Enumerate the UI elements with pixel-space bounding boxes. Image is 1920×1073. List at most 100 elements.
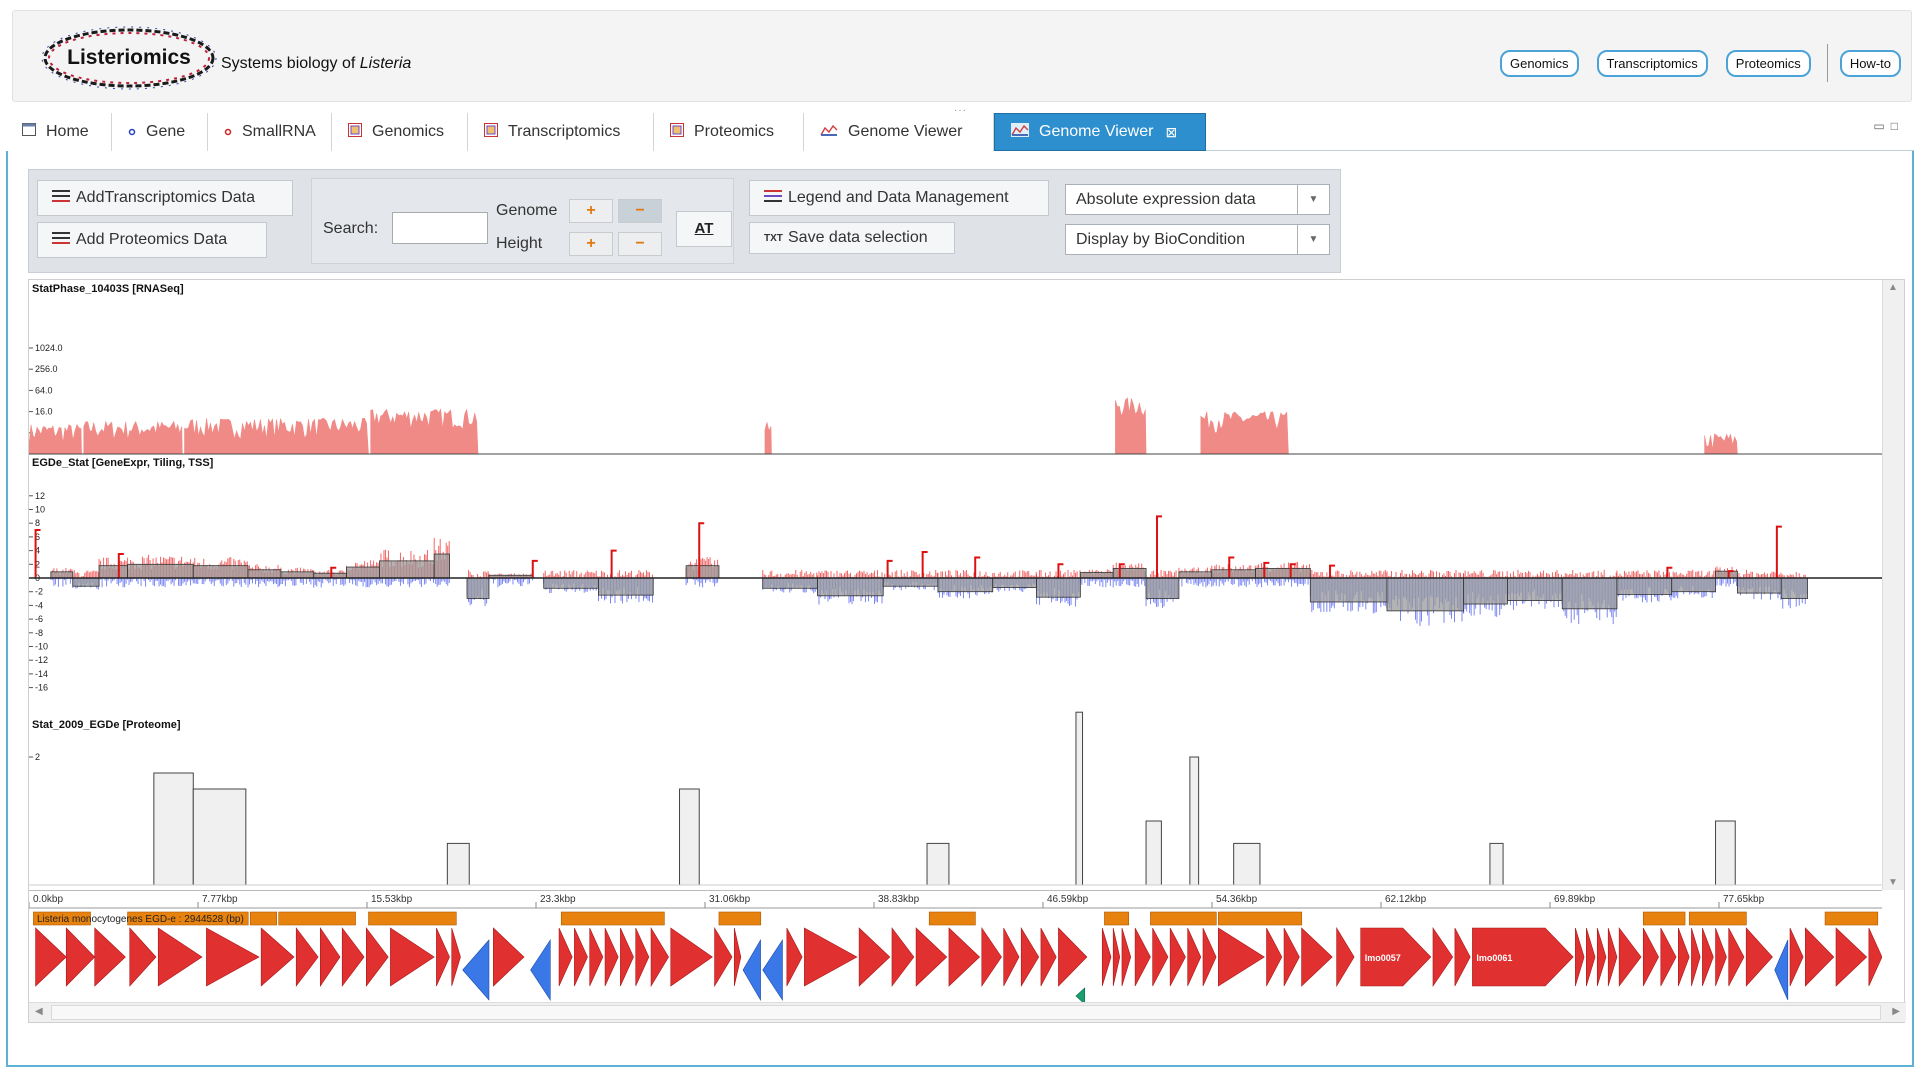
close-tab-icon[interactable]: ⊠: [1165, 123, 1178, 140]
tab-gene[interactable]: Gene: [112, 113, 208, 151]
proteome-bar: [679, 788, 700, 886]
tab-transcriptomics[interactable]: Transcriptomics: [468, 113, 654, 151]
proteome-track-title: Stat_2009_EGDe [Proteome]: [32, 719, 181, 731]
save-button-label: Save data selection: [788, 229, 928, 246]
nav-genomics-button[interactable]: Genomics: [1499, 49, 1579, 77]
data-lines-icon: [52, 231, 70, 250]
nav-proteomics-button[interactable]: Proteomics: [1725, 49, 1811, 77]
gene-forward-arrow: [1301, 927, 1333, 987]
legend-button-label: Legend and Data Management: [788, 189, 1009, 206]
tiling-tick-label: 10: [35, 505, 45, 515]
at-content-button[interactable]: AT: [676, 211, 732, 247]
rnaseq-tick-label: 256.0: [35, 364, 58, 374]
tab-home[interactable]: Home: [6, 113, 112, 151]
search-input[interactable]: [392, 212, 488, 244]
proteome-bar: [1233, 842, 1261, 886]
operon-bar: [278, 911, 356, 926]
legend-data-management-button[interactable]: Legend and Data Management: [749, 180, 1049, 216]
gene-reverse-arrow: [762, 938, 783, 1002]
tss-mark: [1775, 525, 1782, 578]
save-data-selection-button[interactable]: TXT Save data selection: [749, 222, 955, 254]
horizontal-scrollbar[interactable]: ◀ ▶: [29, 1002, 1906, 1022]
gene-forward-arrow: [1607, 927, 1618, 987]
gene-forward-arrow: [891, 927, 915, 987]
chevron-down-icon[interactable]: ▼: [1297, 225, 1329, 254]
gene-forward-arrow: [341, 927, 365, 987]
search-group: Search: Genome Height + − + − AT: [311, 178, 734, 264]
genome-zoom-in-button[interactable]: +: [569, 199, 613, 223]
tab-genome-viewer-1[interactable]: Genome Viewer: [804, 113, 994, 151]
tab-genome-viewer-2[interactable]: Genome Viewer ⊠: [994, 113, 1206, 151]
gene-forward-arrow: [1660, 927, 1677, 987]
gene-forward-arrow: [1283, 927, 1300, 987]
splitter-grip-icon[interactable]: ···: [954, 105, 967, 116]
tab-genomics[interactable]: Genomics: [332, 113, 468, 151]
genome-viewer-canvas[interactable]: StatPhase_10403S [RNASeq] 1024.0 256.0 64.…: [28, 279, 1906, 1023]
tss-mark: [34, 529, 41, 578]
maximize-icon[interactable]: □: [1890, 119, 1904, 133]
operon-bar: [1104, 911, 1130, 926]
display-mode-select[interactable]: Display by BioCondition ▼: [1065, 224, 1330, 255]
scroll-down-icon[interactable]: ▼: [1888, 877, 1898, 888]
ruler-label: 7.77kbp: [202, 894, 238, 905]
scroll-left-icon[interactable]: ◀: [35, 1006, 43, 1017]
gene-forward-arrow: [436, 927, 450, 987]
gene-forward-arrow: [733, 927, 742, 987]
nav-howto-button[interactable]: How-to: [1839, 49, 1901, 77]
gene-expression-bar: [937, 577, 994, 593]
tab-smallrna[interactable]: SmallRNA: [208, 113, 332, 151]
gene-expression-bar: [1112, 568, 1147, 579]
gene-expression-bar: [1463, 577, 1508, 605]
scroll-right-icon[interactable]: ▶: [1892, 1006, 1900, 1017]
gene-label: lmo0057: [1365, 953, 1401, 963]
tab-label: Genome Viewer: [1039, 123, 1154, 140]
height-zoom-in-button[interactable]: +: [569, 232, 613, 256]
proteome-bar: [1145, 820, 1162, 886]
vertical-scrollbar[interactable]: ▲ ▼: [1882, 280, 1904, 890]
gene-forward-arrow: [1596, 927, 1607, 987]
gene-forward-arrow: [1789, 927, 1804, 987]
minimize-icon[interactable]: ▭: [1873, 119, 1891, 133]
rnaseq-track-title: StatPhase_10403S [RNASeq]: [32, 283, 184, 295]
gene-expression-bar: [72, 577, 100, 587]
chevron-down-icon[interactable]: ▼: [1297, 185, 1329, 214]
tss-mark: [921, 550, 928, 578]
proteome-y-ticks: 2: [29, 752, 40, 762]
genome-label: Listeria monocytogenes EGD-e : 2944528 (…: [37, 914, 244, 925]
gene-forward-arrow: [1187, 927, 1202, 987]
tab-proteomics[interactable]: Proteomics: [654, 113, 804, 151]
proteome-bar: [1189, 756, 1200, 886]
proteome-bar: [1715, 820, 1736, 886]
expression-type-value: Absolute expression data: [1076, 191, 1256, 208]
tiling-tick-label: -12: [35, 655, 48, 665]
genome-zoom-label: Genome: [496, 202, 558, 219]
scroll-up-icon[interactable]: ▲: [1888, 282, 1898, 293]
gene-forward-arrow: [1058, 927, 1088, 987]
scrollbar-thumb[interactable]: [51, 1005, 1881, 1020]
tab-label: Genomics: [372, 123, 445, 140]
listeriomics-logo[interactable]: Listeriomics: [39, 25, 219, 91]
expression-type-select[interactable]: Absolute expression data ▼: [1065, 184, 1330, 215]
genome-zoom-out-button[interactable]: −: [618, 199, 662, 223]
gene-forward-arrow: [206, 927, 260, 987]
gene-forward-arrow: [948, 927, 981, 987]
gene-forward-arrow: [1618, 927, 1642, 987]
ruler-label: 0.0kbp: [33, 894, 63, 905]
gene-expression-bar: [379, 560, 435, 579]
tab-label: Transcriptomics: [508, 123, 621, 140]
genome-viewer-svg[interactable]: StatPhase_10403S [RNASeq] 1024.0 256.0 64.…: [28, 280, 1883, 1005]
tab-bar: Home Gene SmallRNA Genomics Transcriptom…: [6, 113, 1914, 151]
nav-transcriptomics-button[interactable]: Transcriptomics: [1596, 49, 1708, 77]
gene-expression-bar: [127, 563, 194, 579]
add-proteomics-button[interactable]: Add Proteomics Data: [37, 222, 267, 258]
operon-bar: [1824, 911, 1879, 926]
gene-forward-arrow: [804, 927, 858, 987]
add-transcriptomics-button[interactable]: AddTranscriptomics Data: [37, 180, 293, 216]
genome-annotation-track: 0.0kbp 7.77kbp 15.53kbp 23.3kbp 31.06kbp 38.8…: [28, 890, 1883, 1005]
tss-mark: [1329, 564, 1336, 578]
height-zoom-out-button[interactable]: −: [618, 232, 662, 256]
tiling-tick-label: -4: [35, 600, 43, 610]
tiling-tick-label: 12: [35, 491, 45, 501]
gene-expression-bar: [1715, 570, 1738, 579]
